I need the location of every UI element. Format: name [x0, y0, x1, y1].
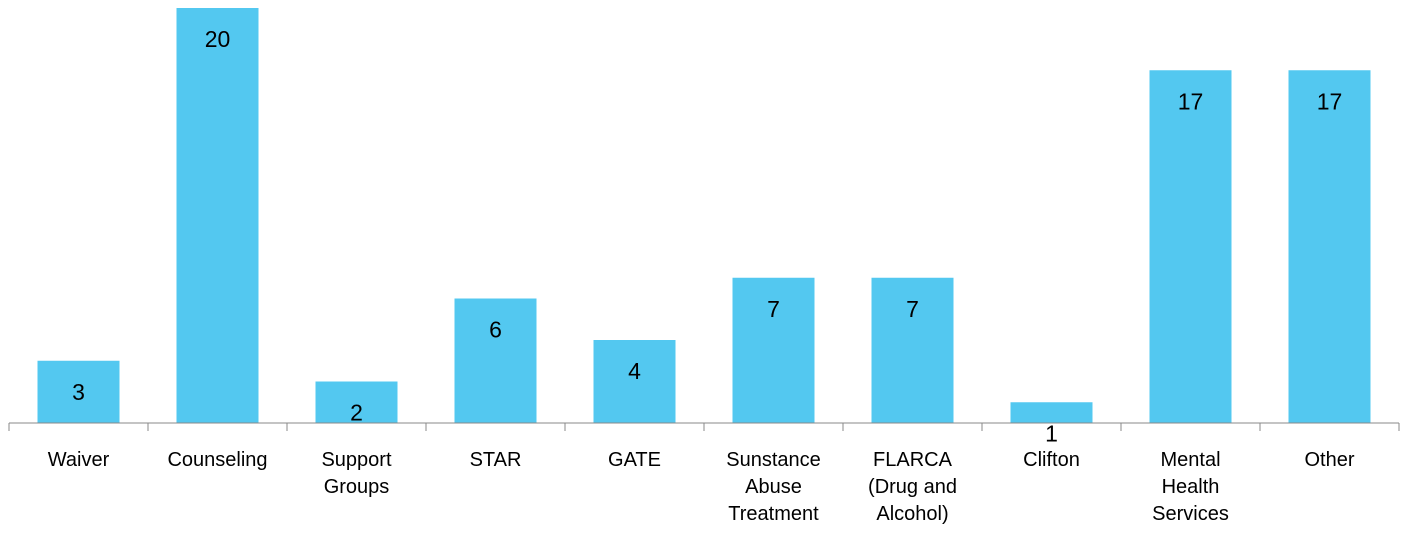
bar	[593, 340, 676, 423]
bar	[871, 277, 954, 423]
tick-label-line: Other	[1304, 449, 1354, 471]
bar	[1149, 70, 1232, 423]
tick-label: Counseling	[167, 449, 267, 471]
tick-label-line: Abuse	[745, 476, 802, 498]
tick-label-line: Support	[321, 449, 391, 471]
data-label: 6	[489, 317, 502, 343]
data-label: 17	[1317, 88, 1343, 114]
bar	[315, 381, 398, 423]
tick-label: Waiver	[48, 449, 110, 471]
data-label: 3	[72, 379, 85, 405]
tick-label-line: Groups	[324, 476, 390, 498]
tick-label: Mental Health Services	[1152, 449, 1229, 525]
data-label: 20	[205, 26, 231, 52]
tick-label-line: GATE	[608, 449, 661, 471]
data-label: 17	[1178, 88, 1204, 114]
tick-label-line: (Drug and	[868, 476, 957, 498]
data-label: 1	[1045, 420, 1058, 446]
tick-label-line: Sunstance	[726, 449, 821, 471]
tick-label-line: Treatment	[728, 503, 819, 525]
tick-label-line: Health	[1162, 476, 1220, 498]
tick-label: FLARCA (Drug and Alcohol)	[868, 449, 957, 525]
bars-group	[37, 8, 1371, 423]
bar	[732, 277, 815, 423]
data-label: 7	[906, 296, 919, 322]
data-labels-group: 3 20 2 6 4 7 7 1 17 17	[72, 26, 1342, 446]
tick-label-line: Alcohol)	[876, 503, 948, 525]
bar	[37, 360, 120, 423]
bar	[454, 298, 537, 423]
tick-label: Clifton	[1023, 449, 1080, 471]
bar	[176, 8, 259, 423]
data-label: 4	[628, 358, 641, 384]
tick-label-line: Waiver	[48, 449, 110, 471]
tick-label-line: STAR	[470, 449, 522, 471]
tick-label-line: FLARCA	[873, 449, 953, 471]
tick-label: Sunstance Abuse Treatment	[726, 449, 821, 525]
data-label: 2	[350, 400, 363, 426]
tick-label: STAR	[470, 449, 522, 471]
tick-label: Support Groups	[321, 449, 391, 498]
tick-label: GATE	[608, 449, 661, 471]
tick-label-line: Mental	[1160, 449, 1220, 471]
bar	[1010, 402, 1093, 423]
tick-label-line: Clifton	[1023, 449, 1080, 471]
x-axis	[8, 422, 1400, 431]
tick-labels-group: Waiver Counseling Support Groups STAR GATE Sun…	[48, 449, 1355, 525]
data-label: 7	[767, 296, 780, 322]
tick-label-line: Services	[1152, 503, 1229, 525]
bar	[1288, 70, 1371, 423]
tick-label-line: Counseling	[167, 449, 267, 471]
tick-label: Other	[1304, 449, 1354, 471]
